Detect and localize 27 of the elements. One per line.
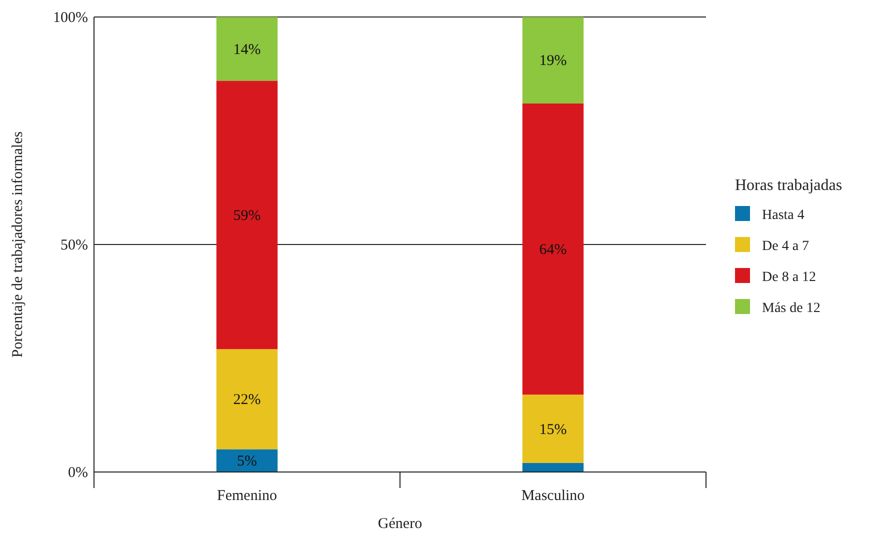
legend-title: Horas trabajadas	[735, 177, 842, 194]
x-axis-title: Género	[378, 516, 422, 532]
bar	[522, 394, 584, 463]
data-label: 19%	[539, 53, 567, 70]
data-label: 22%	[233, 392, 261, 408]
bar	[522, 103, 584, 395]
y-tick-label: 100%	[53, 10, 88, 26]
data-label: 64%	[539, 242, 567, 258]
bar	[216, 449, 278, 472]
bar	[216, 80, 278, 350]
bar	[216, 17, 278, 81]
data-label: 59%	[233, 208, 261, 224]
y-tick-label: 50%	[60, 238, 88, 254]
legend-label: De 4 a 7	[762, 239, 810, 254]
legend-label: Más de 12	[762, 301, 820, 316]
bar	[522, 17, 584, 104]
x-tick-label: Masculino	[521, 488, 585, 504]
bar	[216, 349, 278, 450]
legend-label: De 8 a 12	[762, 270, 816, 285]
data-label: 14%	[233, 42, 261, 58]
bar	[522, 462, 584, 472]
data-label: 15%	[539, 422, 567, 438]
x-tick-label: Femenino	[217, 488, 277, 504]
y-tick-label: 0%	[68, 465, 88, 481]
y-axis-title: Porcentaje de trabajadores informales	[10, 131, 26, 358]
legend-label: Hasta 4	[762, 208, 804, 223]
data-label: 5%	[237, 454, 257, 470]
